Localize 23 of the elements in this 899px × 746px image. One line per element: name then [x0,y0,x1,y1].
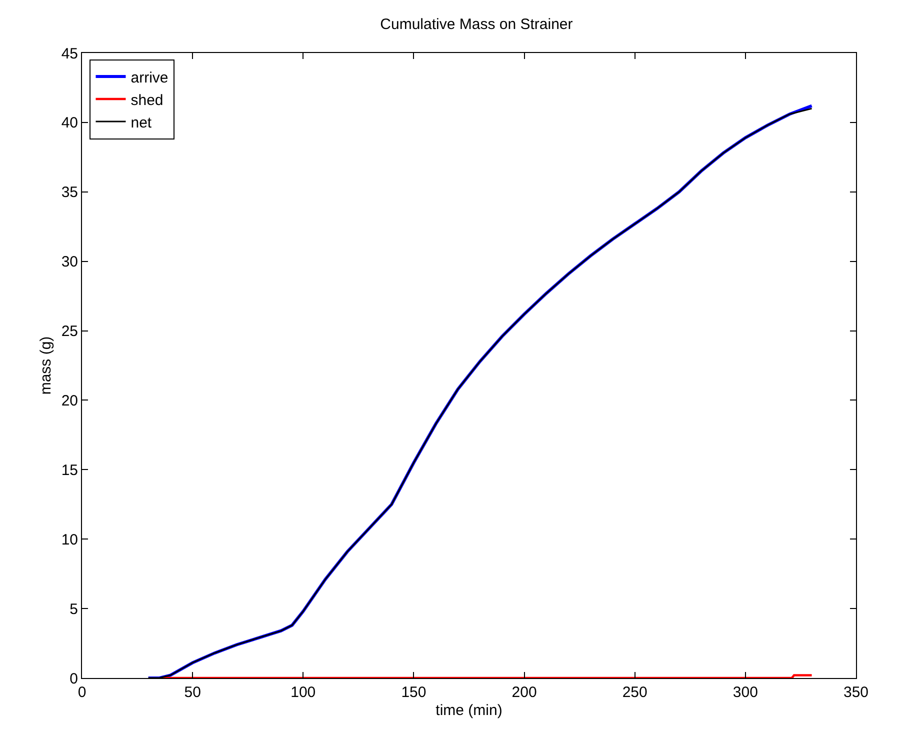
y-tick-label: 45 [61,45,78,62]
x-tick-label: 300 [732,684,758,701]
y-tick-label: 5 [70,600,78,618]
x-tick-label: 350 [843,684,869,701]
legend-label: shed [130,92,164,109]
y-tick-label: 25 [61,323,78,340]
y-tick-label: 0 [70,670,78,688]
y-tick-label: 20 [61,392,78,410]
y-tick-label: 10 [61,531,78,548]
x-tick-label: 200 [512,684,537,701]
y-tick-label: 35 [61,184,78,202]
x-tick-label: 150 [401,684,426,701]
x-axis-title: time (min) [436,702,502,719]
legend-label: net [130,114,152,132]
y-tick-label: 40 [61,114,78,132]
x-tick-label: 250 [622,684,648,701]
x-tick-label: 50 [184,684,201,701]
chart-title: Cumulative Mass on Strainer [380,16,573,34]
y-tick-label: 30 [61,254,78,271]
y-axis-title: mass (g) [38,336,55,395]
y-tick-label: 15 [61,462,78,479]
legend-label: arrive [130,69,168,86]
x-tick-label: 100 [290,684,316,701]
